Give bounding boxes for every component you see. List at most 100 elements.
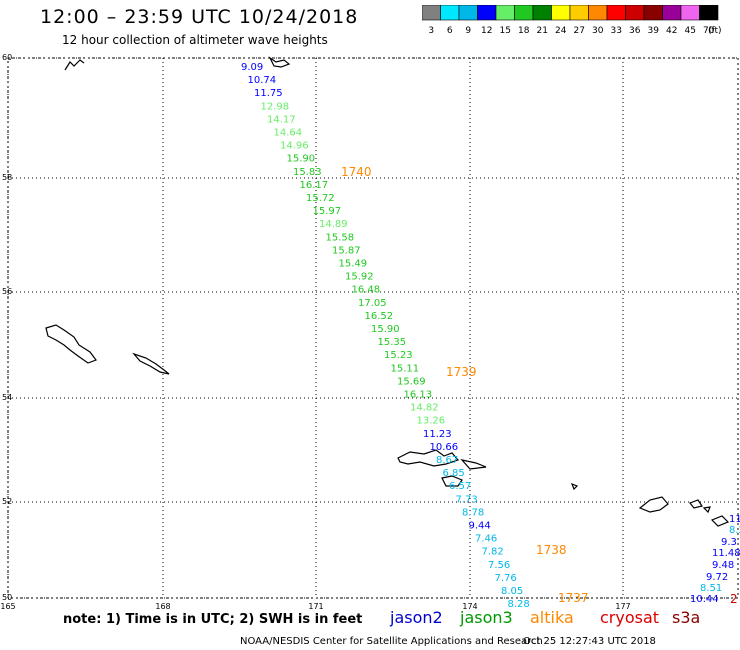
lat-label-50: 50 xyxy=(2,593,12,602)
colorbar-label-33: 33 xyxy=(611,26,622,36)
legend-jason2: jason2 xyxy=(390,608,443,627)
coast-top-left xyxy=(64,59,85,71)
wave-value-edge: 8.2 xyxy=(729,525,740,536)
colorbar-label-36: 36 xyxy=(629,26,641,36)
wave-value: 9.44 xyxy=(469,521,491,532)
island-islands-of-four-mountains xyxy=(638,496,669,513)
island-east-b xyxy=(710,515,730,527)
island-hall xyxy=(132,352,170,375)
wave-value: 9.09 xyxy=(241,62,263,73)
wave-value: 15.97 xyxy=(313,206,342,217)
lon-label-165: 165 xyxy=(0,602,15,611)
island-east-c xyxy=(702,506,711,514)
colorbar-label-15: 15 xyxy=(500,26,511,36)
wave-value-edge: 11.48 xyxy=(712,548,740,559)
colorbar-label-6: 6 xyxy=(447,26,453,36)
wave-value-edge: 9.3 xyxy=(721,537,737,548)
wave-value: 15.83 xyxy=(293,167,322,178)
island-akutan xyxy=(460,459,487,470)
wave-value: 16.52 xyxy=(365,311,394,322)
credit-text: NOAA/NESDIS Center for Satellite Applica… xyxy=(240,636,543,647)
legend-s3a: s3a xyxy=(672,608,701,627)
wave-value: 15.35 xyxy=(378,337,407,348)
colorbar-unit: (ft) xyxy=(708,26,722,36)
legend-jason3: jason3 xyxy=(460,608,513,627)
colorbar-label-3: 3 xyxy=(428,26,434,36)
wave-value: 10.66 xyxy=(430,442,459,453)
note-text: note: 1) Time is in UTC; 2) SWH is in fe… xyxy=(63,612,363,627)
island-umnak xyxy=(441,475,463,487)
lat-label-56: 56 xyxy=(2,287,12,296)
colorbar-label-27: 27 xyxy=(574,26,585,36)
pass-time-label: 1740 xyxy=(341,165,372,179)
wave-value: 10.74 xyxy=(248,75,277,86)
wave-value: 12.98 xyxy=(261,101,290,112)
wave-value: 15.69 xyxy=(397,376,426,387)
colorbar-label-9: 9 xyxy=(465,26,471,36)
lon-label-171: 171 xyxy=(308,602,323,611)
wave-value: 15.49 xyxy=(339,259,368,270)
pass-time-label: 1738 xyxy=(536,543,567,557)
wave-value: 7.73 xyxy=(456,494,478,505)
lon-label-177: 177 xyxy=(615,602,630,611)
wave-value: 15.72 xyxy=(306,193,335,204)
wave-value: 13.26 xyxy=(417,416,446,427)
wave-value: 14.82 xyxy=(410,403,439,414)
legend-altika: altika xyxy=(530,608,574,627)
lat-label-60: 60 xyxy=(2,53,12,62)
wave-value: 17.05 xyxy=(358,298,387,309)
wave-value: 16.48 xyxy=(352,285,381,296)
wave-value: 15.11 xyxy=(391,363,420,374)
wave-value-edge: 8.51 xyxy=(700,583,722,594)
wave-value: 15.92 xyxy=(345,272,374,283)
island-st-matthew xyxy=(45,324,97,364)
wave-value: 16.13 xyxy=(404,390,433,401)
island-unalaska xyxy=(397,449,460,467)
wave-value-edge: 9.48 xyxy=(712,560,734,571)
wave-value-edge: 11 xyxy=(729,514,740,525)
wave-value: 15.90 xyxy=(371,324,400,335)
altimeter-track: 9.09 10.74 11.75 12.98 14.17 14.64 14.96 15.90 1… xyxy=(241,62,589,610)
wave-value-edge: 10.44 xyxy=(690,594,719,605)
wave-value: 7.76 xyxy=(495,573,517,584)
wave-value: 16.17 xyxy=(300,180,329,191)
wave-value: 11.23 xyxy=(423,429,452,440)
colorbar-label-18: 18 xyxy=(518,26,530,36)
colorbar-label-24: 24 xyxy=(555,26,567,36)
wave-value-edge: 9.72 xyxy=(706,572,728,583)
wave-value: 14.89 xyxy=(319,219,348,230)
chart-title: 12:00 – 23:59 UTC 10/24/2018 xyxy=(40,6,359,28)
pass-time-label: 1739 xyxy=(446,365,477,379)
wave-value: 8.78 xyxy=(462,507,484,518)
wave-value: 15.90 xyxy=(287,154,316,165)
island-east-a xyxy=(689,499,703,509)
lat-lon-grid xyxy=(7,57,739,599)
pass-time-label: 1737 xyxy=(558,591,589,605)
colorbar-swatch-70 xyxy=(699,5,719,21)
wave-value: 14.64 xyxy=(274,128,303,139)
wave-value: 7.46 xyxy=(475,534,497,545)
wave-value: 7.82 xyxy=(482,547,504,558)
colorbar-label-12: 12 xyxy=(481,26,492,36)
wave-value: 8.05 xyxy=(501,586,523,597)
wave-value: 15.87 xyxy=(332,245,361,256)
wave-value: 6.85 xyxy=(443,468,465,479)
colorbar-label-39: 39 xyxy=(648,26,660,36)
chart-subtitle: 12 hour collection of altimeter wave hei… xyxy=(62,33,328,47)
pass-time-label-edge: 2 xyxy=(730,592,738,606)
wave-value: 14.17 xyxy=(267,114,296,125)
colorbar-label-45: 45 xyxy=(685,26,696,36)
wave-value: 11.75 xyxy=(254,88,283,99)
wave-value: 14.96 xyxy=(280,141,309,152)
wave-value: 6.57 xyxy=(449,481,471,492)
wave-value: 15.23 xyxy=(384,350,413,361)
colorbar-label-30: 30 xyxy=(592,26,604,36)
wave-value: 15.58 xyxy=(326,232,355,243)
wave-value: 8.67 xyxy=(436,455,458,466)
wave-value: 8.28 xyxy=(508,599,530,610)
lon-label-168: 168 xyxy=(155,602,170,611)
coast-top-mid xyxy=(268,56,291,68)
colorbar-label-42: 42 xyxy=(666,26,677,36)
